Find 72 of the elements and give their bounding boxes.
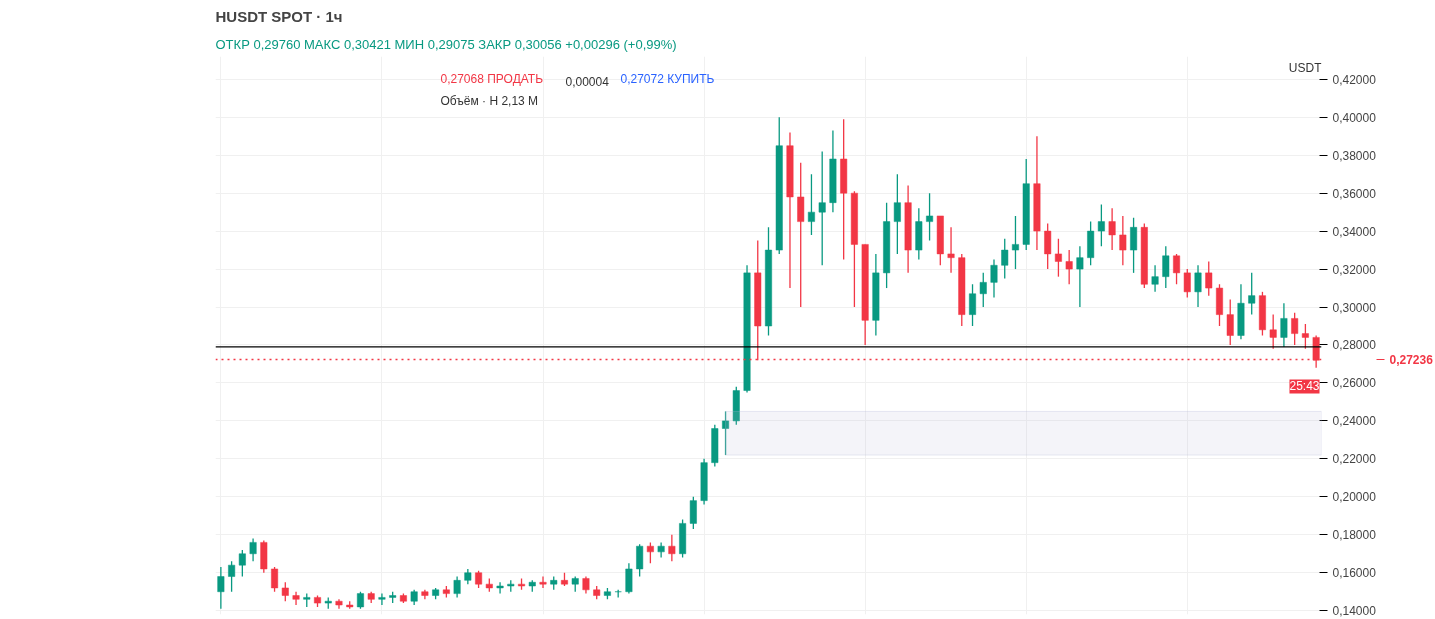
y-tick-label: 0,20000 xyxy=(1332,490,1377,505)
candlestick xyxy=(979,272,987,308)
y-tick-label: 0,24000 xyxy=(1332,414,1377,429)
candlestick xyxy=(1280,302,1288,348)
candlestick xyxy=(238,549,246,578)
candlestick xyxy=(947,226,955,274)
candlestick xyxy=(807,173,815,236)
candlestick xyxy=(893,173,901,255)
candlestick xyxy=(1044,222,1052,270)
y-tick-label: 0,16000 xyxy=(1332,566,1377,581)
annotation: 0,00004 xyxy=(565,74,610,89)
candlestick xyxy=(1301,323,1309,350)
candlestick xyxy=(453,575,461,599)
y-tick-label: 0,42000 xyxy=(1332,72,1377,87)
candlestick xyxy=(818,150,826,266)
candlestick xyxy=(1097,203,1105,247)
candlestick xyxy=(625,562,633,595)
candlestick xyxy=(926,192,934,242)
candlestick xyxy=(496,581,504,595)
candlestick xyxy=(1248,272,1256,316)
chart-title: HUSDT SPOT · 1ч xyxy=(215,7,343,25)
candlestick xyxy=(1173,253,1181,285)
candlestick xyxy=(1183,268,1191,299)
y-tick-label: 0,34000 xyxy=(1332,224,1377,239)
candlestick xyxy=(1269,313,1277,350)
candlestick xyxy=(636,543,644,578)
chart-subtitle: ОТКР 0,29760 МАКС 0,30421 МИН 0,29075 ЗАКР 0,30056 +0,00296 (+0,99%) xyxy=(215,36,677,52)
y-tick-label: 0,40000 xyxy=(1332,110,1377,125)
candlestick xyxy=(378,592,386,606)
y-tick-label: 0,38000 xyxy=(1332,148,1377,163)
candlestick xyxy=(646,541,654,564)
candlestick xyxy=(1054,238,1062,278)
candlestick xyxy=(990,258,998,299)
candlestick xyxy=(1162,245,1170,289)
candlestick xyxy=(1151,264,1159,293)
annotation: 0,27068 ПРОДАТЬ xyxy=(440,71,544,86)
y-tick-label: 0,14000 xyxy=(1332,604,1377,619)
candlestick xyxy=(1001,238,1009,280)
annotation: Объём · H 2,13 M xyxy=(440,93,539,108)
candlestick xyxy=(657,541,665,559)
candlestick xyxy=(1065,249,1073,285)
candlestick xyxy=(1130,217,1138,274)
candlestick xyxy=(1205,260,1213,297)
candlestick xyxy=(1226,298,1234,346)
annotation: 25:43 xyxy=(1289,379,1320,394)
candlestick xyxy=(249,537,257,563)
candlestick xyxy=(228,560,236,593)
y-tick-label: 0,18000 xyxy=(1332,528,1377,543)
y-tick-label: 0,36000 xyxy=(1332,186,1377,201)
y-tick-label: 0,28000 xyxy=(1332,338,1377,353)
y-tick-label: 0,26000 xyxy=(1332,376,1377,391)
candlestick xyxy=(271,566,279,593)
annotation: USDT xyxy=(1288,60,1323,75)
candlestick xyxy=(668,534,676,563)
y-tick-label: 0,32000 xyxy=(1332,262,1377,277)
ref-line-label: 0,27236 xyxy=(1389,352,1434,367)
candlestick xyxy=(1012,215,1019,270)
candlestick xyxy=(281,581,289,602)
candlestick xyxy=(217,566,225,610)
y-tick-label: 0,30000 xyxy=(1332,300,1377,315)
candlestick xyxy=(1194,264,1202,308)
y-tick-label: 0,22000 xyxy=(1332,452,1377,467)
candlestick xyxy=(1076,245,1084,308)
candlestick xyxy=(722,410,730,456)
candlestick xyxy=(1108,207,1116,251)
candlestick xyxy=(1291,312,1299,346)
candlestick xyxy=(539,575,547,589)
annotation: 0,27072 КУПИТЬ xyxy=(620,71,715,86)
candlestick xyxy=(689,496,697,530)
candlestick xyxy=(969,283,976,327)
candlestick xyxy=(292,591,300,606)
candlestick xyxy=(1119,215,1127,266)
